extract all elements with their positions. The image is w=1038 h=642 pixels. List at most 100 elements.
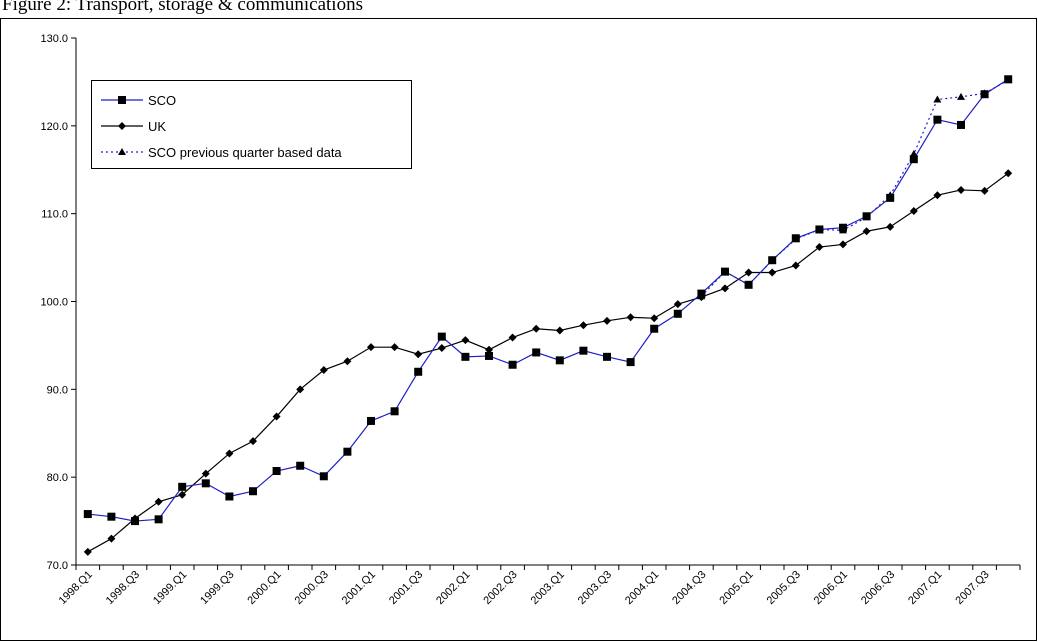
data-point	[178, 490, 187, 499]
legend-marker	[118, 96, 126, 104]
series-square	[83, 75, 1013, 526]
data-point	[107, 512, 116, 521]
data-point	[933, 115, 942, 124]
data-point	[461, 352, 470, 361]
data-point	[1004, 75, 1013, 84]
data-point	[673, 300, 682, 309]
data-point	[296, 461, 305, 470]
data-point	[815, 225, 824, 234]
data-point	[768, 268, 777, 277]
data-point	[980, 90, 989, 99]
data-point	[579, 346, 588, 355]
data-point	[886, 222, 895, 231]
chart-title: Figure 2: Transport, storage & communica…	[2, 0, 363, 15]
data-point	[485, 345, 493, 354]
data-point	[343, 357, 352, 366]
legend-entry: SCO previous quarter based data	[148, 145, 342, 160]
data-point	[437, 332, 446, 341]
data-point	[414, 367, 423, 376]
data-point	[131, 517, 139, 526]
data-point	[603, 352, 611, 361]
data-point	[461, 336, 470, 345]
data-point	[154, 497, 163, 506]
data-point	[839, 240, 847, 249]
data-point	[862, 227, 871, 236]
data-point	[673, 309, 682, 318]
data-point	[909, 155, 918, 164]
data-point	[603, 316, 611, 325]
data-point	[367, 343, 375, 352]
y-tick-label: 120.0	[40, 121, 68, 133]
series-line	[87, 172, 1009, 553]
data-point	[437, 344, 446, 353]
data-point	[957, 120, 965, 129]
data-point	[957, 185, 965, 194]
data-point	[626, 313, 635, 322]
data-point	[768, 256, 777, 265]
series-diamond	[83, 169, 1013, 556]
data-point	[744, 280, 753, 289]
data-point	[957, 92, 965, 100]
data-point	[650, 324, 659, 333]
data-point	[508, 333, 517, 342]
data-point	[933, 95, 942, 103]
data-point	[83, 547, 92, 556]
data-point	[414, 350, 423, 359]
data-point	[697, 289, 706, 298]
data-point	[485, 351, 493, 360]
data-point	[626, 358, 635, 367]
data-point	[296, 385, 305, 394]
data-point	[367, 416, 375, 425]
data-point	[532, 324, 541, 333]
data-point	[862, 212, 871, 221]
data-point	[815, 243, 824, 252]
y-tick-label: 110.0	[41, 209, 68, 221]
legend-entry: SCO	[148, 93, 176, 108]
legend-marker	[118, 122, 126, 130]
legend: SCO UK SCO previous quarter based data	[91, 80, 412, 169]
y-tick-label: 130.0	[40, 33, 68, 45]
data-point	[839, 223, 847, 232]
legend-entry: UK	[148, 119, 166, 134]
data-point	[249, 437, 257, 446]
series-layer	[83, 75, 1013, 556]
data-point	[508, 360, 517, 369]
data-point	[791, 234, 800, 243]
data-point	[721, 267, 729, 276]
data-point	[650, 314, 659, 323]
data-point	[225, 492, 234, 501]
data-point	[555, 326, 564, 335]
data-point	[933, 191, 942, 200]
legend-box	[91, 80, 412, 169]
data-point	[107, 534, 116, 543]
data-point	[390, 407, 399, 416]
data-point	[249, 487, 257, 496]
data-point	[909, 207, 918, 216]
data-point	[272, 412, 281, 421]
data-point	[343, 447, 352, 456]
data-point	[744, 268, 753, 277]
data-point	[272, 467, 281, 476]
data-point	[319, 366, 328, 375]
data-point	[83, 510, 92, 519]
data-point	[886, 193, 895, 202]
data-point	[721, 284, 729, 293]
data-point	[225, 449, 234, 458]
data-point	[319, 472, 328, 481]
data-point	[201, 479, 210, 488]
data-point	[555, 356, 564, 365]
data-point	[390, 343, 399, 352]
data-point	[791, 261, 800, 270]
legend-marker	[118, 148, 126, 155]
data-point	[532, 348, 541, 357]
data-point	[201, 469, 210, 478]
data-point	[980, 186, 989, 195]
data-point	[154, 515, 163, 524]
series-line	[87, 78, 1009, 522]
y-tick-label: 70.0	[47, 560, 68, 572]
data-point	[178, 482, 187, 491]
data-point	[579, 321, 588, 330]
y-tick-label: 90.0	[47, 384, 68, 396]
y-tick-label: 100.0	[40, 297, 68, 309]
